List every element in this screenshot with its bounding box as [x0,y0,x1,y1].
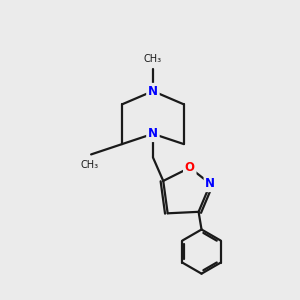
Text: O: O [185,161,195,174]
Text: CH₃: CH₃ [144,54,162,64]
Text: N: N [206,177,215,190]
Text: CH₃: CH₃ [81,160,99,170]
Text: N: N [148,85,158,98]
Text: N: N [148,127,158,140]
